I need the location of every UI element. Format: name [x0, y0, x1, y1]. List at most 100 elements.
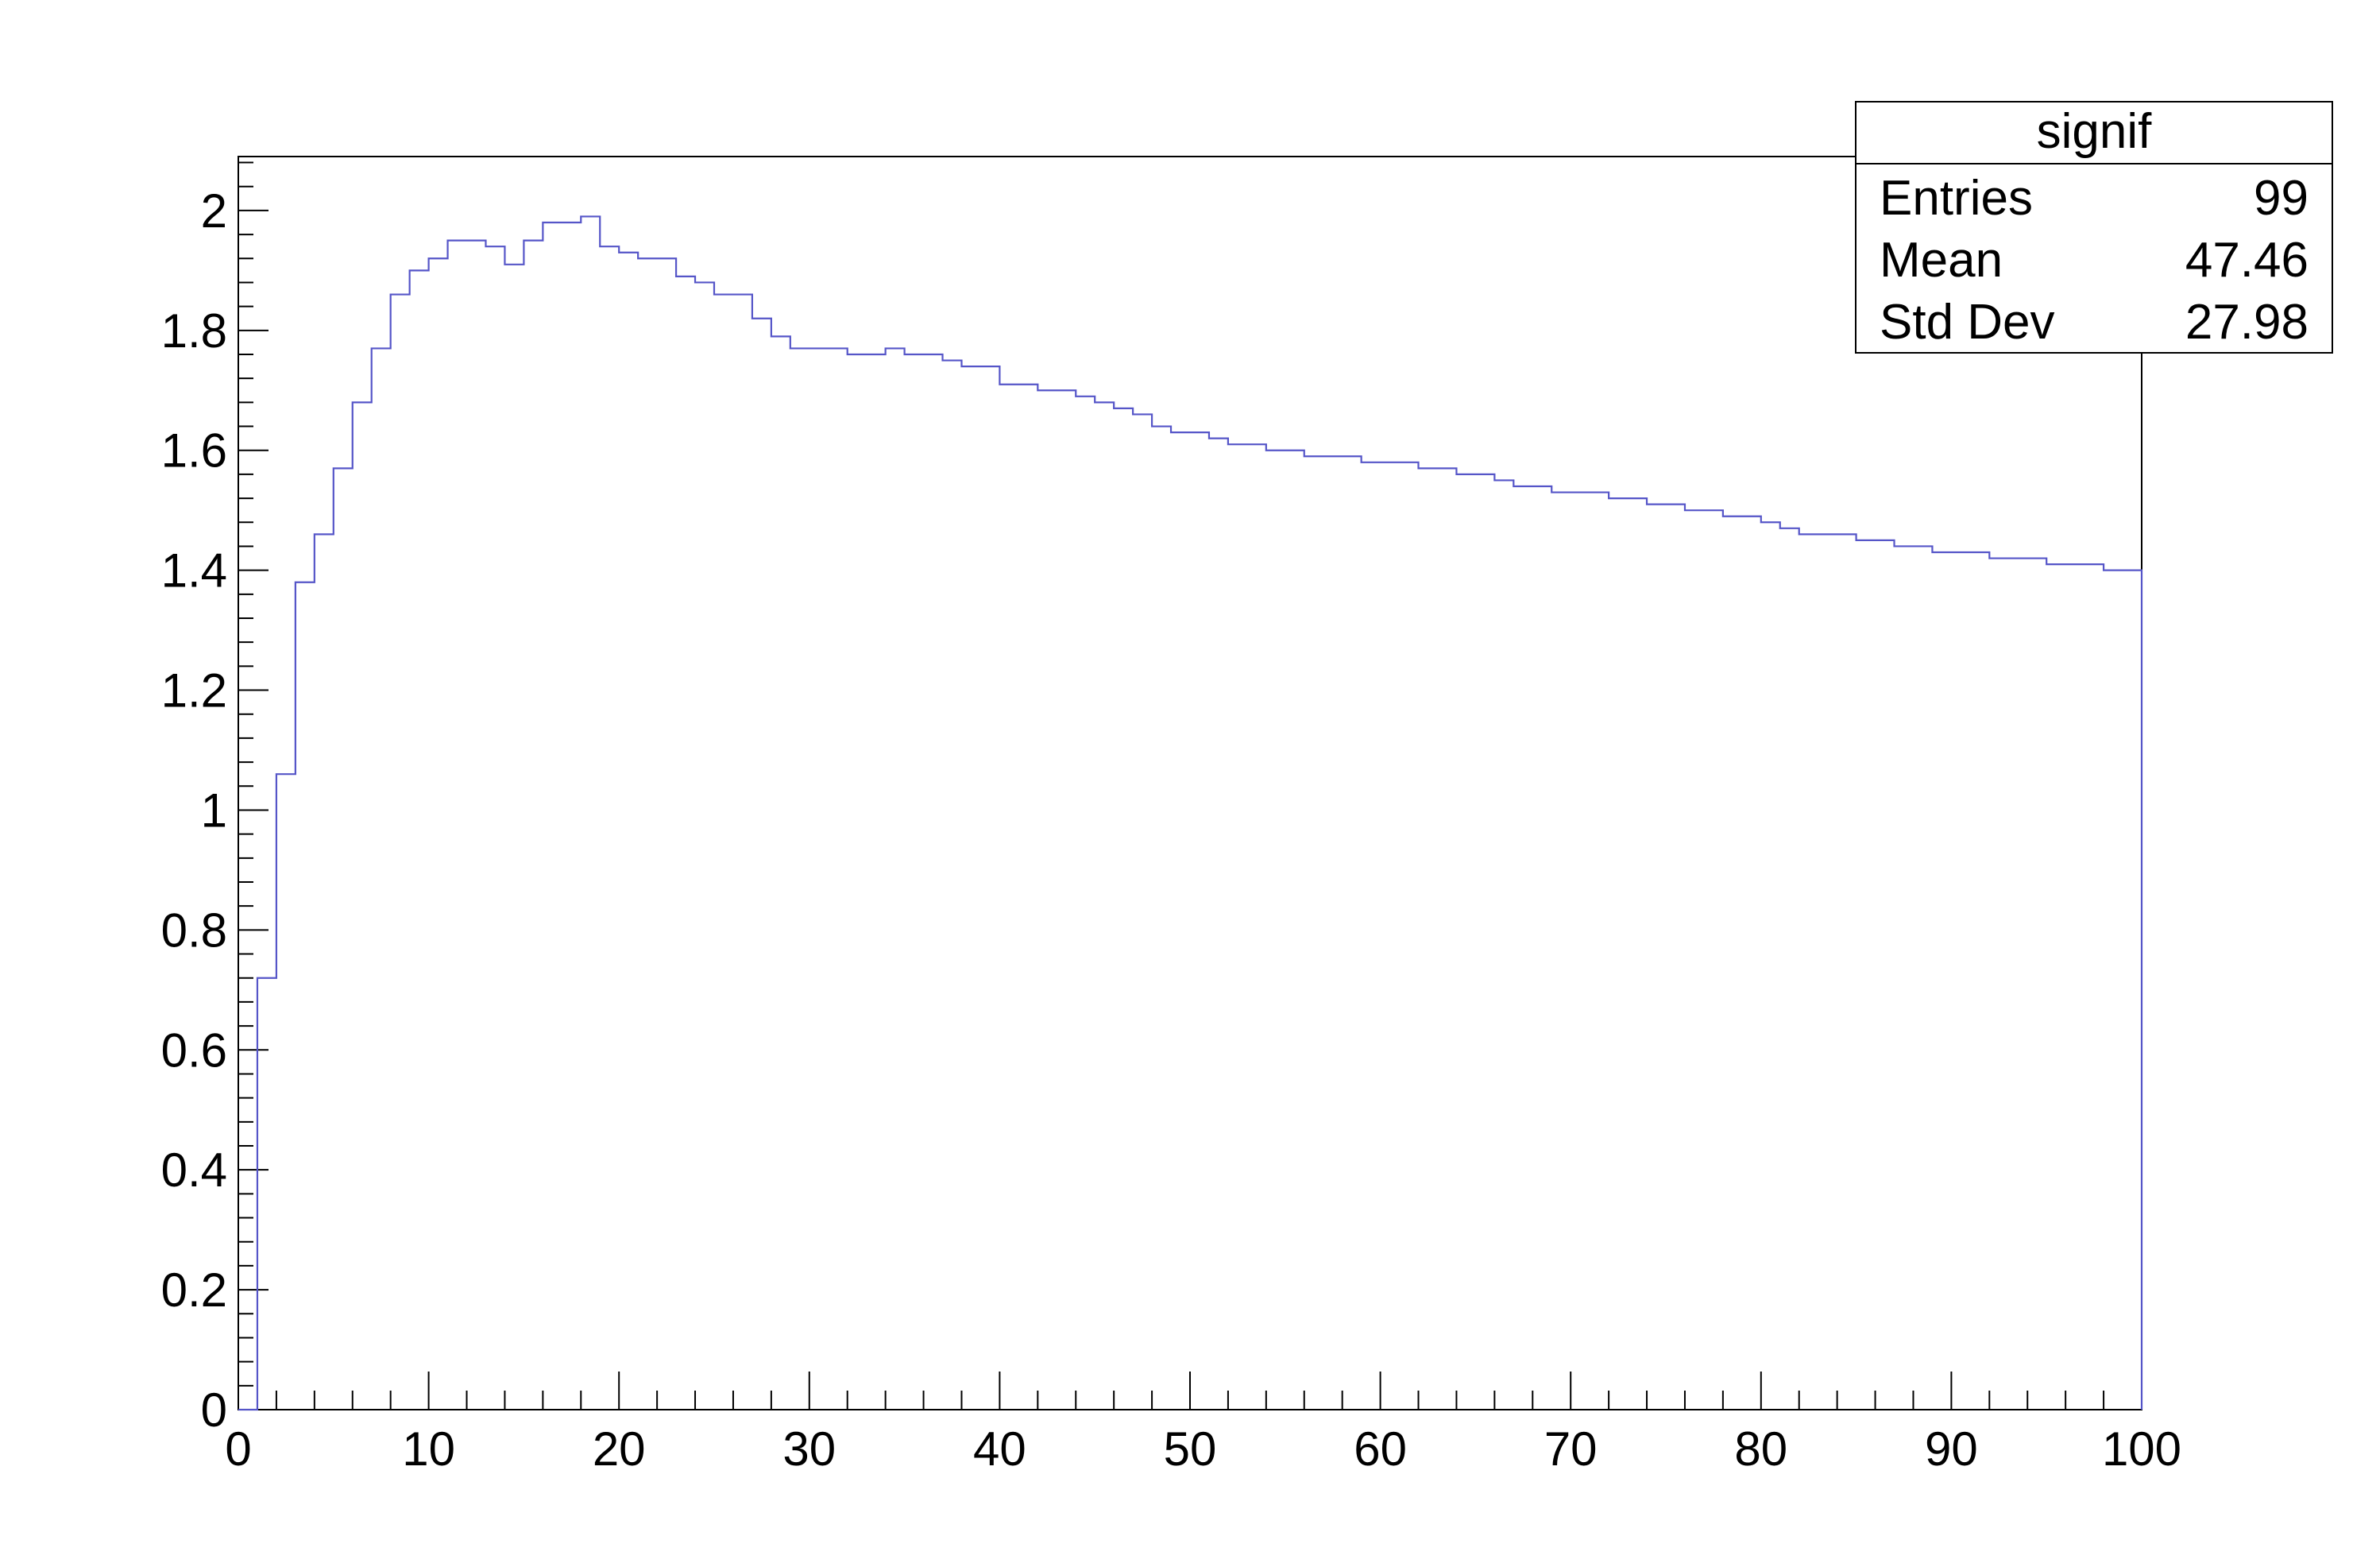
histogram-bin — [733, 295, 752, 1410]
histogram-bin — [410, 270, 429, 1410]
histogram-bin — [1171, 432, 1190, 1410]
histogram-bin — [448, 241, 467, 1410]
histogram-bin — [1532, 486, 1551, 1410]
y-tick-label: 2 — [201, 184, 227, 238]
histogram-bin — [2065, 564, 2084, 1410]
histogram-bin — [676, 277, 695, 1410]
histogram-bin — [1590, 493, 1609, 1410]
histogram-bin — [1913, 546, 1932, 1410]
histogram-bin — [809, 348, 829, 1410]
histogram-bin — [1037, 390, 1057, 1410]
histogram-bin — [1723, 517, 1742, 1410]
x-tick-label: 0 — [225, 1422, 251, 1476]
histogram-bin — [1437, 468, 1456, 1410]
histogram-bin — [1381, 462, 1400, 1410]
histogram-bin — [1152, 427, 1171, 1410]
y-tick-label: 0.8 — [161, 903, 227, 957]
histogram-bin — [257, 978, 276, 1410]
histogram-bin — [829, 348, 848, 1410]
histogram-bin — [848, 354, 867, 1410]
histogram-bin — [1228, 444, 1247, 1410]
stats-box: signif Entries 99 Mean 47.46 Std Dev 27.… — [1855, 101, 2333, 354]
x-tick-label: 30 — [782, 1422, 836, 1476]
stats-box-title: signif — [2037, 104, 2153, 159]
histogram-bin — [485, 246, 504, 1410]
histogram-bin — [867, 354, 886, 1410]
histogram-bin — [1647, 505, 1666, 1410]
y-tick-label: 1.4 — [161, 544, 227, 598]
histogram-bin — [296, 582, 315, 1410]
histogram-bin — [905, 354, 924, 1410]
histogram-bin — [638, 258, 657, 1410]
stats-entries-value: 99 — [2254, 171, 2309, 226]
x-tick-label: 10 — [402, 1422, 455, 1476]
histogram-bin — [276, 774, 296, 1410]
x-tick-label: 60 — [1354, 1422, 1407, 1476]
histogram-bin — [752, 319, 771, 1410]
histogram-bin — [2084, 564, 2104, 1410]
histogram-bin — [1057, 390, 1076, 1410]
stats-mean-label: Mean — [1880, 233, 2003, 288]
histogram-bin — [2008, 559, 2027, 1410]
histogram-bin — [1799, 534, 1818, 1410]
histogram-bin — [581, 216, 600, 1410]
histogram-bin — [924, 354, 943, 1410]
x-tick-label: 50 — [1164, 1422, 1217, 1476]
x-tick-label: 20 — [593, 1422, 646, 1476]
y-tick-label: 0 — [201, 1383, 227, 1437]
y-tick-label: 1 — [201, 784, 227, 837]
histogram-bin — [1419, 468, 1438, 1410]
histogram-bin — [1114, 408, 1133, 1410]
histogram-bin — [1970, 552, 1989, 1410]
histogram-bin — [600, 246, 619, 1410]
histogram-bin — [1400, 462, 1419, 1410]
histogram-bin — [619, 253, 638, 1410]
histogram-bin — [1837, 534, 1856, 1410]
histogram-bin — [790, 348, 809, 1410]
histogram-bin — [524, 241, 543, 1410]
histogram-bin — [1780, 528, 1799, 1410]
stats-stddev-label: Std Dev — [1880, 295, 2055, 350]
histogram-bin — [1133, 414, 1152, 1410]
histogram-bin — [2027, 559, 2046, 1410]
histogram-bin — [1818, 534, 1837, 1410]
x-tick-label: 90 — [1925, 1422, 1978, 1476]
histogram-bin — [1666, 505, 1685, 1410]
histogram-bin — [1685, 510, 1704, 1410]
histogram-bin — [1362, 462, 1381, 1410]
histogram-bin — [943, 361, 962, 1410]
histogram-bin — [1551, 493, 1571, 1410]
stats-mean-value: 47.46 — [2185, 233, 2309, 288]
histogram-bin — [429, 258, 448, 1410]
histogram-bin — [1475, 474, 1494, 1410]
histogram-bin — [1247, 444, 1266, 1410]
stats-entries-label: Entries — [1880, 171, 2033, 226]
histogram-bin — [1190, 432, 1209, 1410]
histogram-bin — [1266, 451, 1285, 1410]
y-tick-label: 0.6 — [161, 1023, 227, 1077]
stats-stddev-value: 27.98 — [2185, 295, 2309, 350]
histogram-bin — [695, 282, 714, 1410]
histogram-bin — [1304, 456, 1323, 1410]
histogram-bin — [543, 222, 562, 1410]
histogram-bin — [980, 366, 999, 1410]
histogram-bin — [2046, 564, 2065, 1410]
histogram-bin — [714, 295, 733, 1410]
stats-box-frame — [1855, 101, 2333, 354]
histogram-bin — [1742, 517, 1761, 1410]
histogram-bin — [353, 402, 372, 1410]
histogram-bin — [1513, 486, 1532, 1410]
histogram-bin — [961, 366, 980, 1410]
x-tick-label: 70 — [1544, 1422, 1598, 1476]
histogram-bin — [1951, 552, 1970, 1410]
histogram-bin — [1876, 540, 1895, 1410]
histogram-bin — [1989, 559, 2008, 1410]
histogram-bin — [1323, 456, 1343, 1410]
histogram-bin — [391, 295, 410, 1410]
histogram-bin — [2123, 571, 2142, 1410]
histogram-series — [238, 215, 2143, 1411]
histogram-bin — [1456, 474, 1475, 1410]
histogram-bin — [562, 222, 581, 1410]
y-axis: 0 0.2 0.4 0.6 0.8 1 1.2 1.4 1.6 1.8 2 — [161, 161, 269, 1437]
y-tick-label: 1.2 — [161, 664, 227, 718]
